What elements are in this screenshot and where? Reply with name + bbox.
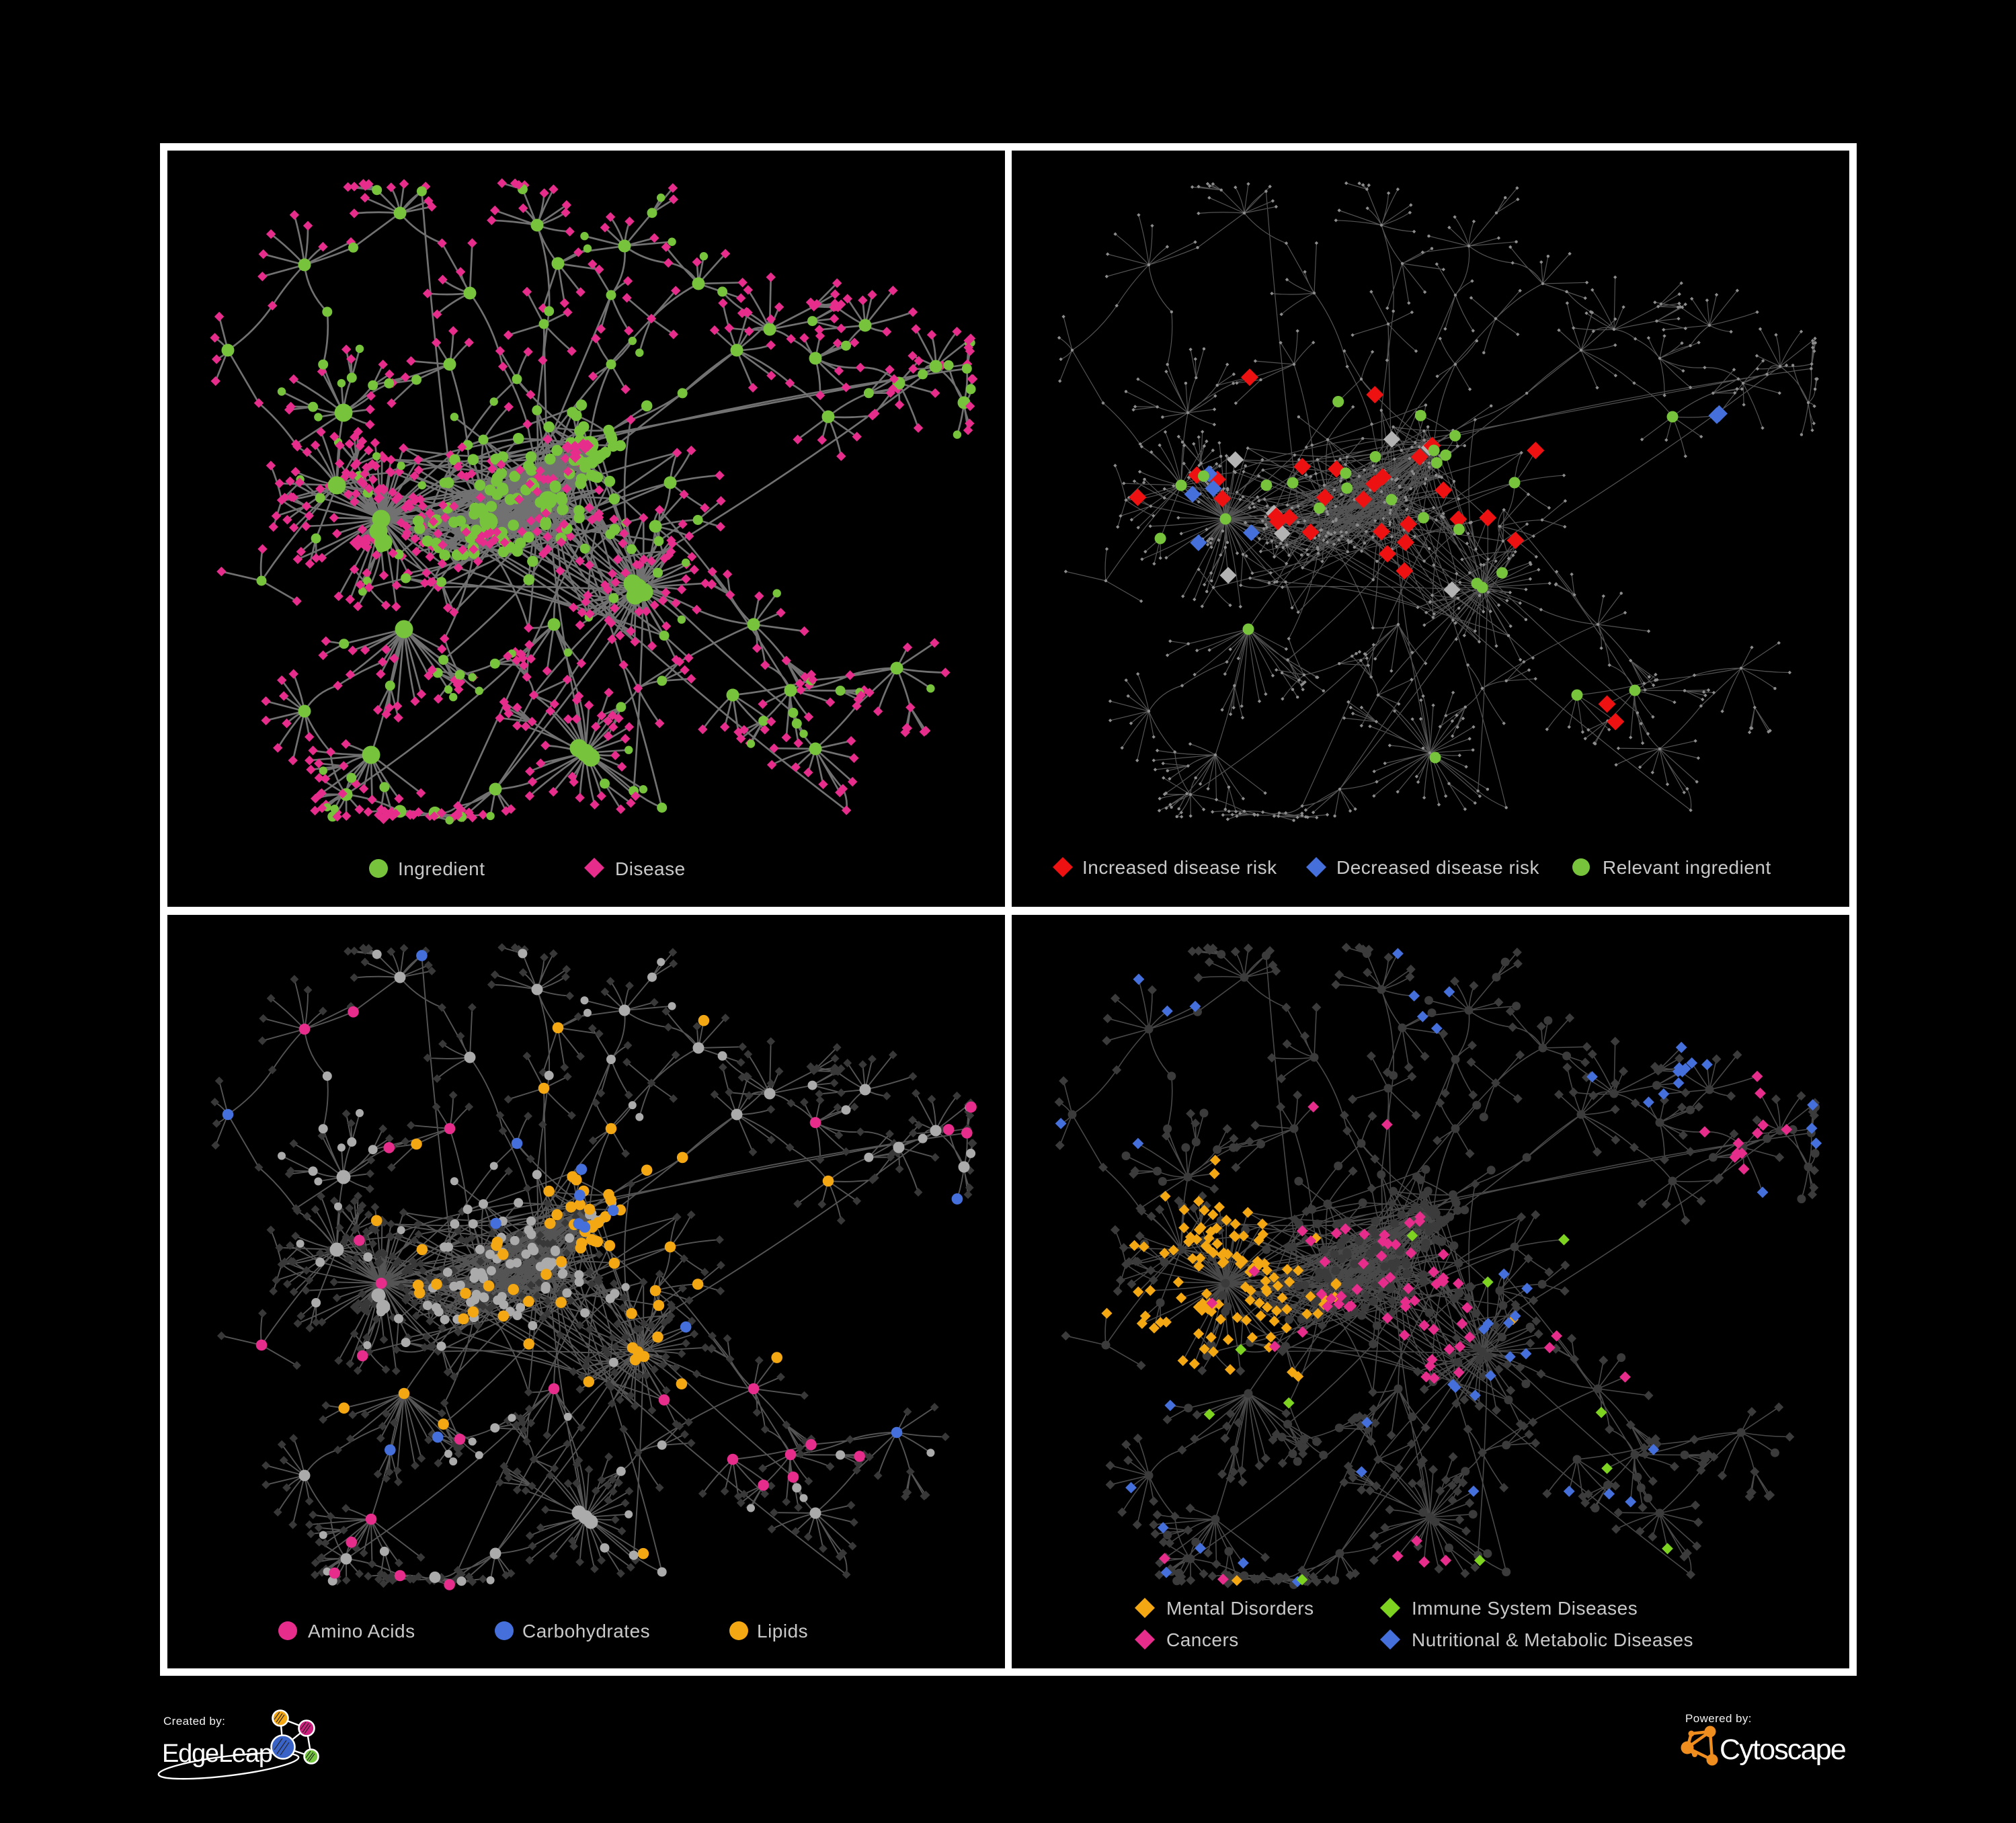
svg-text:Disease: Disease bbox=[615, 858, 686, 879]
svg-text:Lipids: Lipids bbox=[757, 1621, 808, 1642]
svg-text:Mental Disorders: Mental Disorders bbox=[1166, 1598, 1314, 1619]
svg-text:Cytoscape: Cytoscape bbox=[1720, 1734, 1845, 1766]
svg-text:Immune System Diseases: Immune System Diseases bbox=[1412, 1598, 1638, 1619]
svg-text:EdgeLeap: EdgeLeap bbox=[162, 1740, 272, 1768]
svg-text:Amino Acids: Amino Acids bbox=[308, 1621, 415, 1642]
svg-text:Cancers: Cancers bbox=[1166, 1629, 1239, 1650]
svg-text:Powered by:: Powered by: bbox=[1685, 1712, 1752, 1725]
svg-text:Decreased disease risk: Decreased disease risk bbox=[1336, 857, 1540, 878]
svg-text:Ingredient: Ingredient bbox=[398, 858, 485, 879]
svg-text:Nutritional & Metabolic Diseas: Nutritional & Metabolic Diseases bbox=[1412, 1629, 1693, 1650]
svg-text:Relevant ingredient: Relevant ingredient bbox=[1603, 857, 1771, 878]
svg-text:Increased disease risk: Increased disease risk bbox=[1082, 857, 1277, 878]
svg-text:Created by:: Created by: bbox=[163, 1715, 225, 1728]
svg-text:Carbohydrates: Carbohydrates bbox=[522, 1621, 650, 1642]
